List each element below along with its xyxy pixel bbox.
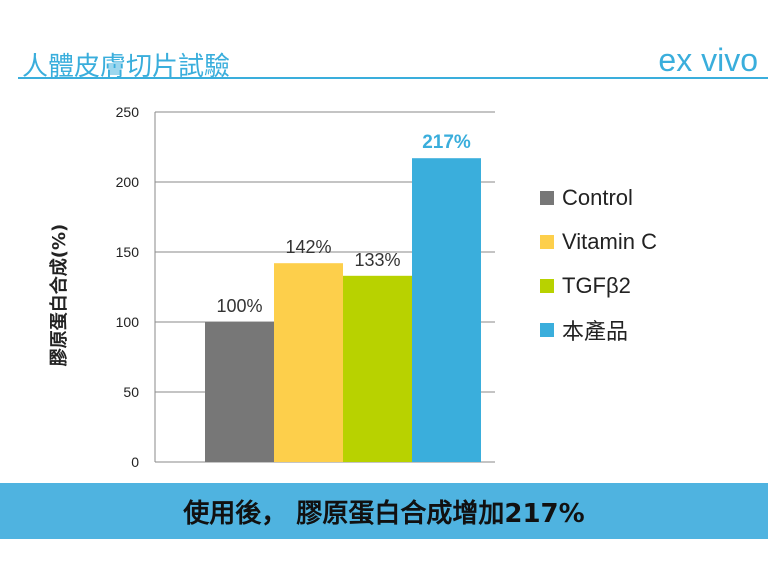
legend-label-product: 本產品 [562,319,629,344]
data-label-1: 142% [285,237,331,257]
legend-swatch-tgf [540,279,554,293]
y-tick-label: 0 [131,454,139,470]
legend-swatch-vitamin-c [540,235,554,249]
legend-label-vitamin-c: Vitamin C [562,229,657,254]
legend-item-product: 本產品 [540,308,657,352]
legend-item-tgf: TGFβ2 [540,264,657,308]
summary-banner-text: 使用後， 膠原蛋白合成增加217% [183,498,585,529]
y-tick-label: 250 [116,104,140,120]
legend-swatch-control [540,191,554,205]
data-label-3: 217% [422,132,471,153]
legend-label-tgf: TGFβ2 [562,273,631,298]
data-label-2: 133% [354,250,400,270]
y-tick-label: 150 [116,244,140,260]
y-tick-label: 100 [116,314,140,330]
page-subtitle: ex vivo [658,42,758,78]
bar-2 [343,275,412,462]
bar-3 [412,158,481,462]
bar-1 [274,263,343,462]
y-tick-label: 50 [123,384,139,400]
legend-swatch-product [540,323,554,337]
header-divider [18,77,768,79]
summary-banner: 使用後， 膠原蛋白合成增加217% [0,483,768,539]
legend-label-control: Control [562,185,633,210]
y-tick-label: 200 [116,174,140,190]
chart-legend: Control Vitamin C TGFβ2 本產品 [540,176,657,352]
legend-item-control: Control [540,176,657,220]
data-label-0: 100% [216,296,262,316]
bar-0 [205,322,274,462]
legend-item-vitamin-c: Vitamin C [540,220,657,264]
